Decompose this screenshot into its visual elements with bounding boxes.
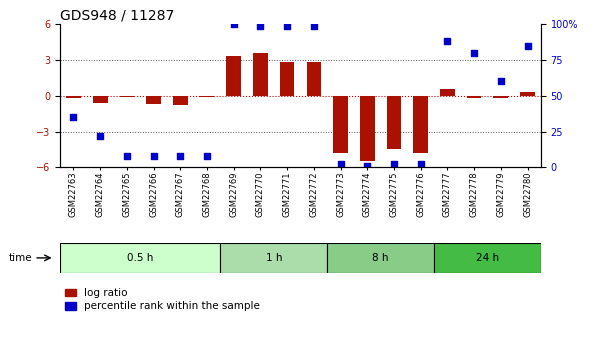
Bar xyxy=(93,96,108,103)
Bar xyxy=(386,96,401,149)
Point xyxy=(496,79,505,84)
Text: 8 h: 8 h xyxy=(373,253,389,263)
Point xyxy=(442,39,452,44)
Point xyxy=(416,162,426,167)
Point xyxy=(389,162,399,167)
Point xyxy=(69,115,78,120)
Bar xyxy=(173,96,188,105)
Text: 0.5 h: 0.5 h xyxy=(127,253,153,263)
Bar xyxy=(520,92,535,96)
Bar xyxy=(307,62,321,96)
Bar xyxy=(440,89,455,96)
Bar xyxy=(333,96,348,153)
Bar xyxy=(221,243,327,273)
Point xyxy=(523,43,532,48)
Point xyxy=(175,153,185,159)
Bar xyxy=(66,96,81,98)
Text: 1 h: 1 h xyxy=(266,253,282,263)
Bar xyxy=(327,243,434,273)
Legend: log ratio, percentile rank within the sample: log ratio, percentile rank within the sa… xyxy=(66,288,260,311)
Point xyxy=(255,23,265,28)
Bar xyxy=(434,243,541,273)
Bar xyxy=(280,62,294,96)
Bar xyxy=(146,96,161,104)
Text: GDS948 / 11287: GDS948 / 11287 xyxy=(60,9,174,23)
Bar xyxy=(360,96,374,161)
Bar xyxy=(253,53,268,96)
Text: 24 h: 24 h xyxy=(476,253,499,263)
Bar xyxy=(227,56,241,96)
Bar xyxy=(60,243,221,273)
Point xyxy=(96,133,105,139)
Bar xyxy=(120,96,134,97)
Point xyxy=(149,153,159,159)
Point xyxy=(362,163,372,169)
Bar xyxy=(200,96,215,97)
Point xyxy=(229,21,239,27)
Bar xyxy=(413,96,428,153)
Point xyxy=(202,153,212,159)
Point xyxy=(309,23,319,28)
Bar xyxy=(493,96,508,98)
Point xyxy=(469,50,479,56)
Bar xyxy=(467,96,481,98)
Point xyxy=(336,162,346,167)
Point xyxy=(282,23,292,28)
Point xyxy=(122,153,132,159)
Text: time: time xyxy=(9,253,32,263)
